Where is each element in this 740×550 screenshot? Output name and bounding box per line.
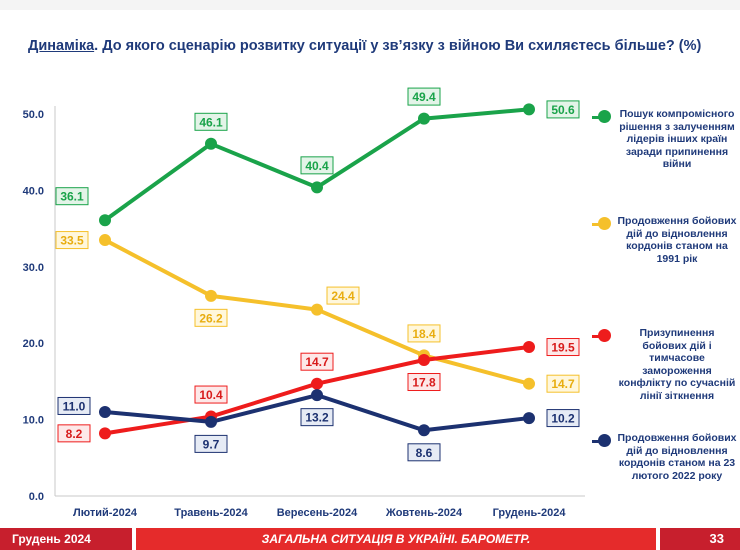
data-point: [523, 412, 535, 425]
y-tick-label: 50.0: [23, 109, 44, 121]
footer-caption: ЗАГАЛЬНА СИТУАЦІЯ В УКРАЇНІ. БАРОМЕТР.: [136, 528, 656, 550]
data-label: 26.2: [199, 311, 223, 325]
data-point: [311, 181, 323, 194]
data-label-box: [194, 434, 228, 453]
legend-line-marker: [592, 440, 600, 443]
legend-label: Призупинення бойових дій і тимчасове зам…: [618, 327, 736, 402]
data-label-box: [55, 231, 89, 250]
data-label: 11.0: [63, 399, 86, 413]
chart-title: Динаміка. До якого сценарію розвитку сит…: [28, 38, 728, 54]
title-lead: Динаміка: [28, 38, 95, 54]
data-label: 17.8: [412, 376, 436, 390]
footer-date: Грудень 2024: [0, 528, 132, 550]
data-label: 49.4: [412, 90, 436, 104]
y-tick-label: 40.0: [23, 185, 44, 197]
legend-dot-marker: [598, 434, 611, 447]
data-label: 9.7: [203, 437, 220, 451]
data-label: 14.7: [551, 377, 575, 391]
y-tick-label: 0.0: [29, 491, 44, 503]
data-label-box: [326, 286, 360, 305]
data-point: [99, 214, 111, 227]
data-label: 19.5: [551, 341, 575, 355]
data-label-box: [407, 324, 441, 343]
data-label: 8.6: [416, 446, 433, 460]
x-tick-label: Вересень-2024: [277, 507, 358, 519]
data-label: 24.4: [331, 289, 355, 303]
data-label-box: [546, 374, 580, 393]
legend-dot-marker: [598, 329, 611, 342]
data-label: 14.7: [305, 355, 329, 369]
y-tick-label: 30.0: [23, 262, 44, 274]
data-point: [205, 137, 217, 150]
data-point: [311, 303, 323, 316]
data-label-box: [300, 156, 334, 175]
data-label: 36.1: [60, 190, 84, 204]
title-text: . До якого сценарію розвитку ситуації у …: [94, 38, 702, 54]
data-label: 10.4: [199, 388, 223, 402]
y-tick-label: 10.0: [23, 415, 44, 427]
data-label: 10.2: [551, 412, 575, 426]
data-point: [205, 415, 217, 428]
data-point: [523, 341, 535, 354]
data-label-box: [55, 187, 89, 206]
data-label: 46.1: [199, 115, 223, 129]
top-strip: [0, 0, 740, 10]
legend-label: Пошук компромісного рішення з залученням…: [619, 108, 735, 170]
x-tick-label: Травень-2024: [174, 507, 248, 519]
data-point: [418, 354, 430, 367]
data-label: 8.2: [66, 427, 83, 441]
legend-label: Продовження бойових дій до відновлення к…: [617, 432, 737, 482]
data-label-box: [407, 443, 441, 462]
data-point: [523, 377, 535, 390]
data-label: 13.2: [305, 411, 329, 425]
legend-line-marker: [592, 116, 600, 119]
data-point: [418, 112, 430, 125]
data-point: [205, 289, 217, 302]
data-label: 33.5: [60, 234, 84, 248]
x-tick-label: Лютий-2024: [73, 507, 138, 519]
data-label: 40.4: [305, 159, 329, 173]
x-tick-label: Грудень-2024: [493, 507, 567, 519]
data-point: [418, 424, 430, 437]
legend-dot-marker: [598, 110, 611, 123]
data-label-box: [194, 112, 228, 131]
data-label-box: [546, 100, 580, 119]
data-point: [311, 377, 323, 390]
data-point: [99, 234, 111, 247]
data-point: [311, 389, 323, 402]
data-label-box: [407, 373, 441, 392]
data-label-box: [300, 408, 334, 427]
footer-page-number: 33: [660, 528, 740, 550]
data-label-box: [546, 409, 580, 428]
data-point: [99, 405, 111, 418]
y-tick-label: 20.0: [23, 338, 44, 350]
data-label: 18.4: [412, 327, 436, 341]
legend-label: Продовження бойових дій до відновлення к…: [617, 215, 737, 265]
data-point: [99, 427, 111, 440]
data-label: 50.6: [551, 103, 575, 117]
data-label-box: [300, 352, 334, 371]
data-label-box: [194, 308, 228, 327]
legend-dot-marker: [598, 217, 611, 230]
data-label-box: [57, 396, 91, 415]
data-label-box: [194, 385, 228, 404]
data-point: [523, 103, 535, 116]
legend-line-marker: [592, 223, 600, 226]
line-chart: 0.0 10.0 20.0 30.0 40.0 50.0 Лютий-2024 Травень…: [23, 87, 585, 519]
data-label-box: [57, 424, 91, 443]
data-label-box: [407, 87, 441, 106]
legend-line-marker: [592, 335, 600, 338]
x-tick-label: Жовтень-2024: [385, 507, 463, 519]
data-label-box: [546, 338, 580, 357]
